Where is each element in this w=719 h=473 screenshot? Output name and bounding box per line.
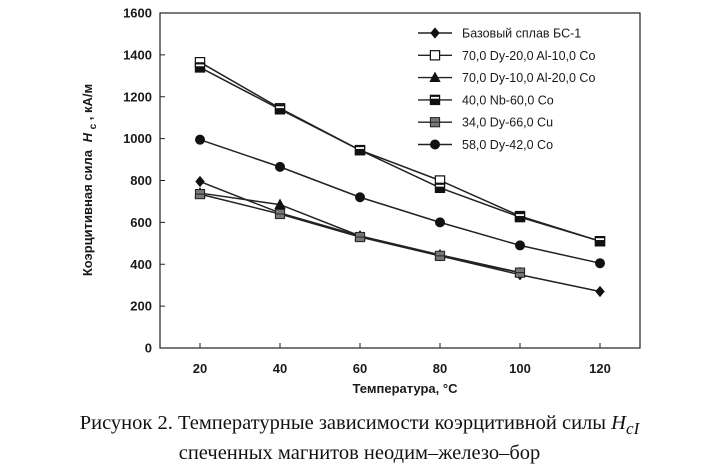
data-point [274,161,285,172]
legend-label: Базовый сплав БС-1 [462,27,581,41]
legend-item: Базовый сплав БС-1 [418,27,581,41]
data-point [354,144,366,156]
x-axis-ticks: 20 40 60 80 100 120 [193,343,611,376]
marker-top-band [595,236,605,239]
legend-item: 70,0 Dy-10,0 Al-20,0 Co [418,71,595,85]
marker-fill [515,215,525,222]
legend-label: 70,0 Dy-20,0 Al-10,0 Co [462,49,595,63]
caption-variable: H [611,412,626,434]
y-tick-label: 600 [130,215,152,230]
caption-variable-subscript: cI [625,419,640,439]
marker-top-band [430,95,440,97]
legend-label: 34,0 Dy-66,0 Cu [462,116,553,130]
y-tick-label: 200 [130,299,152,314]
marker-fill [435,186,445,193]
y-tick-label: 0 [145,341,152,356]
marker-top-band [355,145,365,148]
y-tick-label: 1000 [123,131,152,146]
x-axis-title: Температура, °C [353,381,459,396]
x-tick-label: 20 [193,361,207,376]
x-tick-label: 40 [273,361,287,376]
y-axis-ticks: 0 200 400 600 800 1000 1200 1400 1600 [123,6,165,356]
series-5 [194,189,526,278]
y-tick-label: 1400 [123,47,152,62]
data-point [194,134,205,145]
legend-label: 70,0 Dy-10,0 Al-20,0 Co [462,71,595,85]
legend-item: 34,0 Dy-66,0 Cu [418,116,553,130]
data-point [274,208,286,220]
legend-marker [429,94,441,106]
data-point [434,217,445,228]
marker-fill [275,108,285,114]
marker-fill [595,240,605,246]
marker-top-band [435,183,445,185]
marker-top-band [515,212,525,215]
x-tick-label: 60 [353,361,367,376]
series-4 [194,62,606,247]
data-point [434,250,446,261]
y-tick-label: 400 [130,257,152,272]
legend-marker [430,27,440,39]
marker-fill [355,148,365,155]
legend-marker [429,139,440,150]
legend-marker [429,71,441,82]
y-tick-label: 800 [130,173,152,188]
y-axis-title: Коэрцитивная сила H c , кА/м [80,84,99,276]
y-tick-label: 1600 [123,6,152,21]
data-point [595,285,605,298]
data-point [594,236,606,247]
legend: Базовый сплав БС-1 70,0 Dy-20,0 Al-10,0 C… [410,17,635,158]
figure-caption-line-2: спеченных магнитов неодим–железо–бор [178,442,541,464]
series-line [199,61,601,242]
legend-label: 58,0 Dy-42,0 Co [462,138,553,152]
marker-top-band [275,104,285,107]
series-6 [194,134,606,269]
data-point [274,198,286,209]
data-point [514,211,526,223]
y-axis-title-main: Коэрцитивная сила [80,149,95,276]
data-point [595,258,606,269]
marker-fill [195,66,205,73]
series-1 [195,175,605,298]
caption-prefix: Рисунок 2. Температурные зависимости коэ… [79,412,612,434]
y-axis-title-symbol: H [80,132,95,142]
x-tick-label: 100 [509,361,531,376]
data-point [194,189,206,200]
data-point [195,175,205,188]
series-line [199,66,601,242]
series-line [199,138,601,264]
chart: 0 200 400 600 800 1000 1200 1400 1600 20 40 60 80 10… [80,6,641,396]
data-point [354,192,365,203]
x-tick-label: 120 [589,361,611,376]
data-point [274,104,286,115]
x-tick-label: 80 [433,361,447,376]
data-point [515,240,526,251]
marker-fill [430,98,440,105]
legend-item: 58,0 Dy-42,0 Co [418,138,553,152]
data-point [514,267,526,278]
data-point [434,182,446,194]
legend-item: 70,0 Dy-20,0 Al-10,0 Co [418,49,595,63]
legend-background [410,17,635,158]
legend-marker [429,50,441,61]
y-axis-title-subscript: c [88,123,99,129]
series-layer [194,57,606,298]
data-point [194,62,206,73]
legend-item: 40,0 Nb-60,0 Co [418,93,554,107]
y-axis-title-unit: , кА/м [80,84,95,120]
data-point [354,231,366,243]
series-line [199,180,601,293]
legend-marker [429,117,441,128]
figure-caption-line-1: Рисунок 2. Температурные зависимости коэ… [0,408,719,444]
legend-label: 40,0 Nb-60,0 Co [462,93,554,107]
marker-top-band [195,62,205,65]
y-tick-label: 1200 [123,89,152,104]
